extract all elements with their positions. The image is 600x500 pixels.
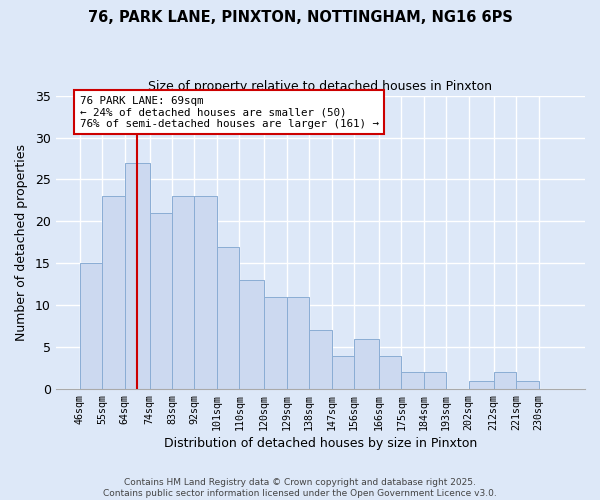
Bar bbox=[194, 196, 217, 389]
Bar bbox=[217, 246, 239, 389]
Bar bbox=[494, 372, 516, 389]
Text: 76, PARK LANE, PINXTON, NOTTINGHAM, NG16 6PS: 76, PARK LANE, PINXTON, NOTTINGHAM, NG16… bbox=[88, 10, 512, 25]
Bar bbox=[379, 356, 401, 389]
Title: Size of property relative to detached houses in Pinxton: Size of property relative to detached ho… bbox=[148, 80, 493, 93]
Bar bbox=[80, 264, 102, 389]
Bar bbox=[469, 381, 494, 389]
Bar bbox=[239, 280, 264, 389]
Bar bbox=[287, 297, 309, 389]
Bar bbox=[125, 162, 149, 389]
Bar bbox=[516, 381, 539, 389]
Bar bbox=[354, 339, 379, 389]
Y-axis label: Number of detached properties: Number of detached properties bbox=[15, 144, 28, 341]
X-axis label: Distribution of detached houses by size in Pinxton: Distribution of detached houses by size … bbox=[164, 437, 477, 450]
Bar bbox=[309, 330, 332, 389]
Bar bbox=[149, 213, 172, 389]
Text: 76 PARK LANE: 69sqm
← 24% of detached houses are smaller (50)
76% of semi-detach: 76 PARK LANE: 69sqm ← 24% of detached ho… bbox=[80, 96, 379, 129]
Bar bbox=[102, 196, 125, 389]
Bar bbox=[264, 297, 287, 389]
Bar bbox=[172, 196, 194, 389]
Bar bbox=[424, 372, 446, 389]
Bar bbox=[401, 372, 424, 389]
Bar bbox=[332, 356, 354, 389]
Text: Contains HM Land Registry data © Crown copyright and database right 2025.
Contai: Contains HM Land Registry data © Crown c… bbox=[103, 478, 497, 498]
